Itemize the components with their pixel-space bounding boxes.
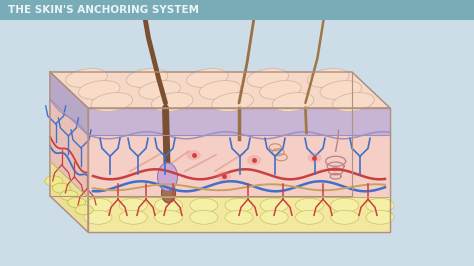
- Ellipse shape: [366, 198, 394, 212]
- Ellipse shape: [190, 210, 218, 224]
- Ellipse shape: [84, 210, 112, 224]
- Ellipse shape: [78, 81, 120, 99]
- Ellipse shape: [331, 210, 359, 224]
- Ellipse shape: [53, 183, 71, 193]
- Ellipse shape: [84, 198, 112, 212]
- Ellipse shape: [247, 69, 289, 87]
- Ellipse shape: [139, 81, 181, 99]
- Ellipse shape: [162, 183, 175, 203]
- Ellipse shape: [308, 153, 321, 163]
- Polygon shape: [88, 108, 390, 232]
- Ellipse shape: [157, 163, 177, 191]
- Ellipse shape: [151, 93, 193, 111]
- Polygon shape: [50, 72, 88, 232]
- Ellipse shape: [333, 93, 374, 111]
- Ellipse shape: [295, 210, 323, 224]
- Polygon shape: [88, 108, 390, 135]
- Ellipse shape: [307, 69, 349, 87]
- Ellipse shape: [45, 176, 63, 186]
- Ellipse shape: [212, 93, 254, 111]
- Ellipse shape: [66, 69, 108, 87]
- Ellipse shape: [155, 210, 182, 224]
- Polygon shape: [88, 197, 390, 232]
- Ellipse shape: [217, 171, 231, 181]
- Ellipse shape: [187, 150, 201, 160]
- Polygon shape: [50, 99, 88, 197]
- Ellipse shape: [320, 81, 362, 99]
- Bar: [0, 0, 474, 20]
- Ellipse shape: [60, 190, 78, 200]
- Text: THE SKIN'S ANCHORING SYSTEM: THE SKIN'S ANCHORING SYSTEM: [8, 5, 199, 15]
- Ellipse shape: [260, 210, 288, 224]
- Ellipse shape: [272, 93, 314, 111]
- Polygon shape: [88, 135, 390, 197]
- Ellipse shape: [119, 210, 147, 224]
- Ellipse shape: [186, 69, 228, 87]
- Ellipse shape: [190, 198, 218, 212]
- Polygon shape: [50, 72, 88, 135]
- Ellipse shape: [247, 155, 261, 165]
- Ellipse shape: [331, 198, 359, 212]
- Polygon shape: [50, 161, 88, 232]
- Ellipse shape: [68, 198, 86, 207]
- Polygon shape: [50, 72, 390, 108]
- Ellipse shape: [155, 198, 182, 212]
- Ellipse shape: [225, 210, 253, 224]
- Ellipse shape: [75, 205, 93, 215]
- Ellipse shape: [260, 81, 301, 99]
- Ellipse shape: [119, 198, 147, 212]
- Ellipse shape: [366, 210, 394, 224]
- Ellipse shape: [295, 198, 323, 212]
- Ellipse shape: [260, 198, 288, 212]
- Ellipse shape: [225, 198, 253, 212]
- Ellipse shape: [126, 69, 168, 87]
- Ellipse shape: [199, 81, 241, 99]
- Ellipse shape: [91, 93, 133, 111]
